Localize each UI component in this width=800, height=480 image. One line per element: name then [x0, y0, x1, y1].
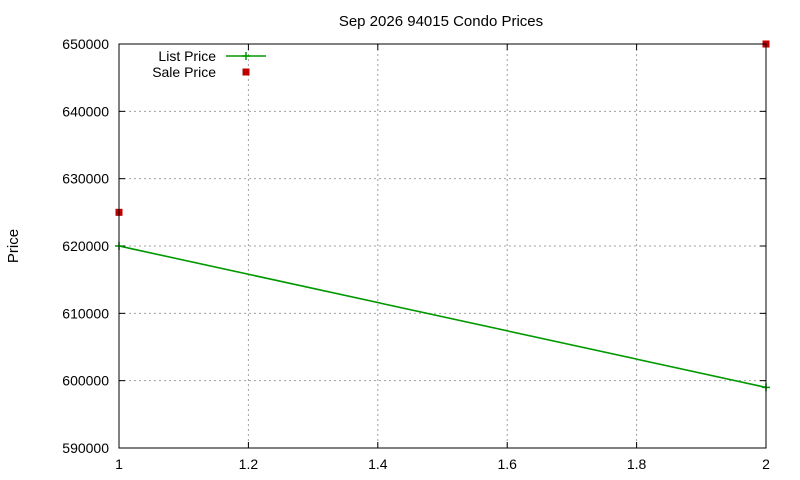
legend-plus-marker: [242, 52, 250, 60]
x-tick-label: 1: [115, 456, 123, 472]
y-tick-label: 600000: [62, 373, 109, 389]
grid-lines: [119, 44, 766, 448]
y-tick-label: 610000: [62, 305, 109, 321]
chart-title: Sep 2026 94015 Condo Prices: [339, 13, 543, 30]
x-tick-label: 2: [762, 456, 770, 472]
legend-label: List Price: [158, 48, 216, 64]
y-tick-label: 640000: [62, 103, 109, 119]
legend-label: Sale Price: [152, 64, 216, 80]
plot-frame: [118, 43, 767, 449]
x-tick-label: 1.2: [239, 456, 259, 472]
y-axis-label: Price: [5, 229, 22, 263]
y-tick-label: 620000: [62, 238, 109, 254]
x-tick-label: 1.6: [497, 456, 517, 472]
axis-ticks: 1 1.2 1.4 1.6 1.8 2 590000 600000 610000 620000 63…: [62, 36, 770, 472]
y-tick-label: 590000: [62, 440, 109, 456]
x-tick-label: 1.8: [627, 456, 647, 472]
list-price-line: [118, 245, 767, 389]
plot-series: [115, 40, 770, 392]
y-tick-label: 630000: [62, 171, 109, 187]
y-tick-label: 650000: [62, 36, 109, 52]
legend-square-marker: [242, 68, 250, 76]
x-tick-label: 1.4: [368, 456, 388, 472]
